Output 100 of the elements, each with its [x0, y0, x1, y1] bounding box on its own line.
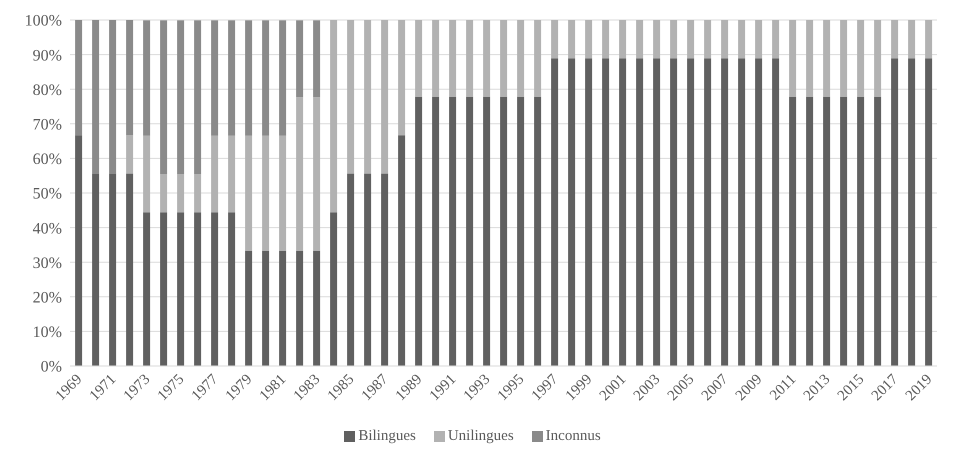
- bar: [92, 174, 100, 366]
- bar: [143, 136, 150, 212]
- y-tick-label: 100%: [24, 12, 62, 30]
- bar: [177, 174, 184, 212]
- bar: [772, 20, 780, 58]
- bar: [330, 20, 338, 212]
- bar: [619, 20, 626, 58]
- bar: [585, 58, 592, 366]
- bar: [653, 20, 660, 58]
- legend-label: Unilingues: [448, 428, 514, 445]
- bar: [143, 20, 150, 136]
- bar: [330, 212, 338, 366]
- bar: [908, 58, 916, 366]
- y-tick-label: 20%: [32, 289, 62, 306]
- bar: [126, 174, 134, 366]
- bar: [551, 58, 558, 366]
- bar: [500, 96, 508, 366]
- bar: [262, 20, 270, 136]
- bar: [755, 58, 762, 366]
- bar: [891, 58, 898, 366]
- bar: [755, 20, 762, 58]
- y-tick-label: 10%: [32, 324, 62, 342]
- bar: [602, 58, 610, 366]
- bar: [211, 136, 218, 212]
- bar: [619, 58, 626, 366]
- bar: [466, 96, 474, 366]
- y-tick-label: 0%: [40, 358, 62, 376]
- bar: [279, 136, 286, 251]
- bar: [75, 135, 82, 366]
- bar: [279, 250, 286, 366]
- bar: [789, 96, 796, 366]
- bar: [211, 212, 218, 366]
- y-tick-label: 70%: [32, 116, 62, 134]
- bar: [228, 212, 236, 366]
- bar: [704, 20, 712, 58]
- bar: [398, 20, 406, 136]
- bar: [517, 96, 524, 366]
- bar: [75, 20, 82, 136]
- bar: [364, 20, 372, 174]
- bar: [177, 212, 184, 366]
- legend-label: Bilingues: [358, 428, 416, 445]
- bar: [432, 20, 440, 97]
- bar: [262, 136, 270, 251]
- bar: [92, 20, 100, 174]
- bar: [602, 20, 610, 58]
- y-tick-label: 80%: [32, 82, 62, 99]
- bar: [415, 96, 422, 366]
- bar: [670, 20, 678, 58]
- bar: [670, 58, 678, 366]
- bar: [245, 136, 252, 251]
- bar: [381, 174, 388, 366]
- bar: [432, 96, 440, 366]
- bar: [364, 174, 372, 366]
- bar: [636, 20, 644, 58]
- bar: [296, 20, 304, 98]
- bar: [551, 20, 558, 58]
- bar: [806, 20, 814, 97]
- bar: [194, 174, 202, 212]
- bar: [534, 20, 542, 97]
- bar: [653, 58, 660, 366]
- y-tick-label: 30%: [32, 254, 62, 272]
- bar: [160, 174, 168, 212]
- bar: [466, 20, 474, 97]
- bar: [262, 250, 270, 366]
- bar: [704, 58, 712, 366]
- bar: [823, 20, 830, 97]
- y-tick-label: 60%: [32, 151, 62, 168]
- bar: [228, 20, 236, 136]
- bar: [228, 136, 236, 212]
- x-tick-label: 1991: [426, 372, 460, 404]
- bar: [585, 20, 592, 58]
- y-tick-label: 90%: [32, 47, 62, 64]
- bar: [279, 20, 286, 136]
- bar: [789, 20, 796, 97]
- bar: [874, 96, 882, 366]
- bar: [925, 58, 932, 366]
- x-tick-label: 1981: [256, 372, 290, 404]
- bar: [194, 212, 202, 366]
- bar: [483, 96, 490, 366]
- bar: [857, 20, 864, 97]
- bar: [500, 20, 508, 97]
- bar: [126, 135, 134, 174]
- bar: [449, 96, 456, 366]
- bar: [687, 20, 694, 58]
- bar: [245, 250, 252, 366]
- bar: [823, 96, 830, 366]
- bar: [908, 20, 916, 58]
- bar: [245, 20, 252, 136]
- bar: [568, 20, 576, 58]
- bar: [925, 20, 932, 58]
- bar: [177, 20, 184, 174]
- bar: [857, 96, 864, 366]
- bar: [381, 20, 388, 174]
- bar: [738, 20, 746, 58]
- bar: [194, 20, 202, 174]
- bar: [772, 58, 780, 366]
- bar: [347, 174, 354, 366]
- bar: [109, 20, 116, 174]
- bar: [313, 250, 320, 366]
- bar: [415, 20, 422, 97]
